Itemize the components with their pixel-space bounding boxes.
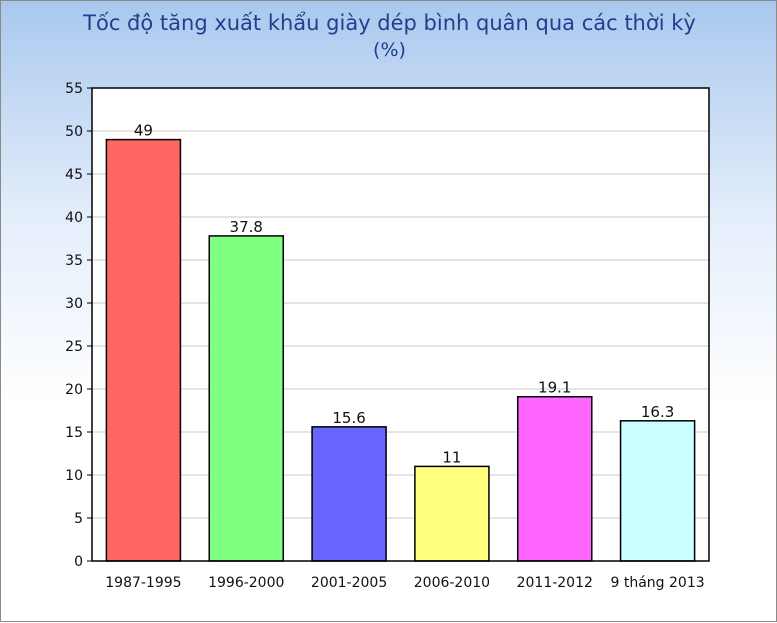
- data-label: 49: [134, 122, 153, 140]
- bar: [516, 395, 593, 562]
- y-tick-label: 40: [65, 210, 83, 226]
- bar: [414, 465, 490, 562]
- plot-area: [92, 88, 709, 561]
- x-tick-label: 9 tháng 2013: [611, 575, 705, 591]
- y-tick-label: 20: [65, 382, 83, 398]
- data-label: 16.3: [641, 403, 674, 421]
- axes: 0 5 10 15 20 25 30 35 40 45 50 55 1987-1995 1996-2000…: [65, 81, 710, 591]
- y-tick-label: 35: [65, 253, 83, 269]
- y-tick-label: 0: [74, 554, 83, 570]
- y-tick-label: 55: [65, 81, 83, 97]
- y-tick-label: 25: [65, 339, 83, 355]
- data-label: 19.1: [538, 379, 571, 397]
- y-tick-label: 5: [74, 511, 83, 527]
- x-tick-label: 2001-2005: [311, 575, 387, 591]
- data-labels: 49 37.8 15.6 11 19.1 16.3: [134, 122, 674, 467]
- data-label: 11: [442, 448, 461, 466]
- y-tick-label: 30: [65, 296, 83, 312]
- plot-border: [91, 87, 710, 562]
- x-tick-label: 2006-2010: [414, 575, 490, 591]
- data-label: 15.6: [332, 409, 365, 427]
- gridlines: [92, 88, 709, 561]
- bar: [311, 426, 387, 562]
- x-tick-label: 1987-1995: [105, 575, 181, 591]
- bar: [105, 138, 182, 562]
- x-tick-label: 1996-2000: [208, 575, 284, 591]
- y-tick-label: 10: [65, 468, 83, 484]
- x-tick-label: 2011-2012: [517, 575, 593, 591]
- chart-title: Tốc độ tăng xuất khẩu giày dép bình quân…: [83, 11, 696, 35]
- bars: [105, 138, 696, 562]
- bar: [208, 235, 285, 562]
- data-label: 37.8: [230, 218, 263, 236]
- chart-subtitle: (%): [373, 39, 406, 61]
- y-tick-label: 45: [65, 167, 83, 183]
- y-tick-label: 15: [65, 425, 83, 441]
- y-tick-label: 50: [65, 124, 83, 140]
- bar: [619, 420, 696, 562]
- chart-title-block: Tốc độ tăng xuất khẩu giày dép bình quân…: [1, 9, 777, 63]
